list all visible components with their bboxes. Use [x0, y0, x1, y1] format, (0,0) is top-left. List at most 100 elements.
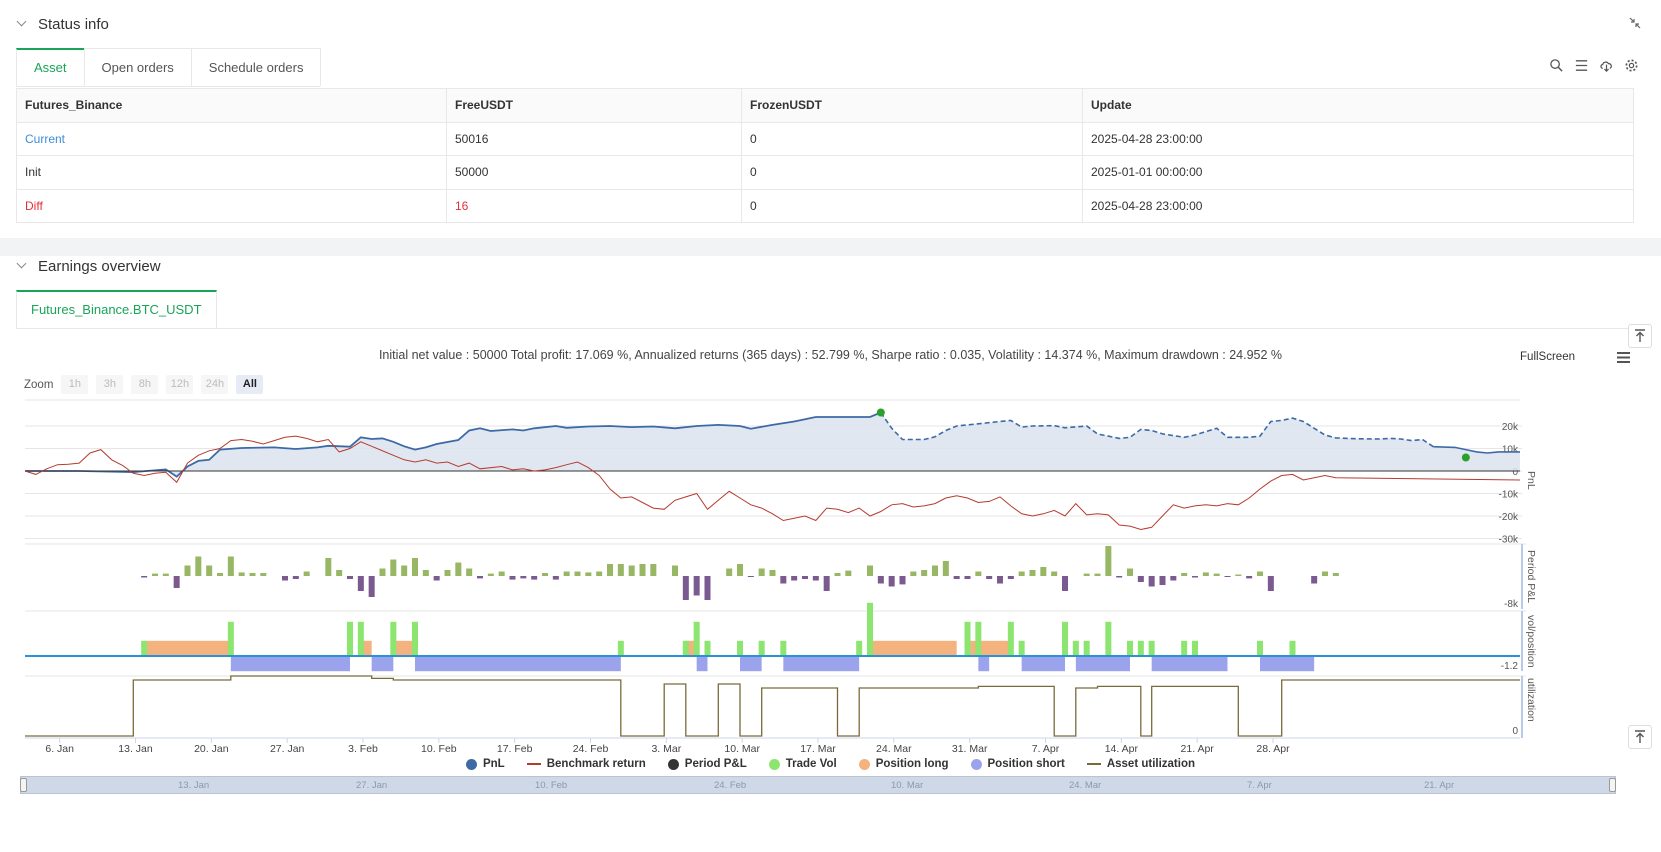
- search-icon[interactable]: [1549, 58, 1564, 73]
- legend-item-asset-utilization[interactable]: Asset utilization: [1086, 758, 1196, 770]
- earnings-chart: 20k 10k 0 -10k -20k -30k PnL -8k Period P&L -1.2 v…: [24, 399, 1537, 755]
- period-pnl-bar: [184, 565, 191, 576]
- collapse-icon[interactable]: [1629, 17, 1641, 29]
- column-header: Futures_Binance: [16, 88, 447, 123]
- gear-icon[interactable]: [1624, 58, 1639, 73]
- x-tick-label: 20. Jan: [194, 743, 229, 755]
- navigator-tick: 24. Feb: [714, 780, 747, 791]
- navigator-left-handle[interactable]: [20, 778, 27, 792]
- tab-schedule-orders[interactable]: Schedule orders: [190, 48, 322, 86]
- zoom-all-button[interactable]: All: [236, 375, 264, 394]
- period-pnl-bar: [303, 571, 310, 576]
- period-pnl-bar: [1127, 568, 1133, 576]
- legend-item-position-short[interactable]: Position short: [970, 758, 1065, 770]
- navigator-tick: 7. Apr: [1247, 780, 1272, 791]
- trade-vol-bar: [1072, 640, 1079, 656]
- position-short-bar: [1151, 656, 1228, 672]
- navigator-right-handle[interactable]: [1609, 778, 1616, 792]
- period-pnl-bar: [379, 568, 386, 576]
- period-pnl-bar: [477, 576, 483, 579]
- asset-table: Futures_Binance FreeUSDT FrozenUSDT Upda…: [16, 88, 1634, 223]
- period-pnl-bar: [639, 564, 646, 576]
- navigator-tick: 21. Apr: [1424, 780, 1455, 791]
- legend-marker: [970, 758, 982, 770]
- period-pnl-bar: [563, 571, 570, 576]
- period-pnl-bar: [877, 576, 884, 584]
- earnings-header[interactable]: Earnings overview: [16, 258, 161, 275]
- pnl-line: [25, 411, 882, 478]
- zoom-8h-button[interactable]: 8h: [131, 375, 159, 394]
- legend-marker: [1086, 763, 1101, 765]
- trade-vol-bar: [1105, 621, 1112, 656]
- legend-item-benchmark[interactable]: Benchmark return: [526, 758, 646, 770]
- position-short-bar: [696, 656, 708, 672]
- zoom-24h-button[interactable]: 24h: [201, 375, 229, 394]
- tab-futures-binance-btc-usdt[interactable]: Futures_Binance.BTC_USDT: [16, 290, 217, 328]
- scroll-top-button-bottom[interactable]: [1628, 725, 1652, 749]
- legend-item-period-pnl[interactable]: Period P&L: [667, 758, 747, 770]
- table-cell: 0: [741, 188, 1083, 223]
- period-pnl-bar: [1051, 571, 1058, 576]
- scroll-top-button[interactable]: [1628, 324, 1652, 348]
- trade-vol-bar: [975, 621, 982, 656]
- period-pnl-bar: [932, 565, 938, 576]
- position-short-bar: [783, 656, 860, 672]
- menu-icon[interactable]: [1616, 351, 1631, 364]
- x-tick-label: 3. Mar: [651, 743, 681, 755]
- period-pnl-bar: [758, 568, 765, 576]
- table-row: Init 50000 0 2025-01-01 00:00:00: [16, 155, 1634, 190]
- legend-item-position-long[interactable]: Position long: [858, 758, 949, 770]
- time-navigator[interactable]: 13. Jan 27. Jan 10. Feb 24. Feb 10. Mar …: [20, 776, 1616, 794]
- period-pnl-bar: [1029, 570, 1036, 576]
- period-pnl-bar: [737, 564, 743, 576]
- legend-item-pnl[interactable]: PnL: [465, 758, 505, 770]
- period-pnl-bar: [238, 572, 245, 576]
- period-pnl-bar: [390, 559, 397, 576]
- list-icon[interactable]: [1574, 58, 1589, 73]
- performance-summary: Initial net value : 50000 Total profit: …: [378, 348, 1283, 362]
- position-short-bar: [230, 656, 350, 672]
- period-pnl-bar: [899, 576, 906, 585]
- x-tick-label: 6. Jan: [45, 743, 74, 755]
- period-pnl-bar: [942, 561, 949, 576]
- fullscreen-button[interactable]: FullScreen: [1520, 351, 1575, 363]
- row-label-current[interactable]: Current: [16, 121, 447, 156]
- earnings-overview-panel: Earnings overview Futures_Binance.BTC_US…: [0, 256, 1661, 852]
- period-pnl-bar: [867, 565, 873, 576]
- trade-vol-bar: [227, 621, 234, 656]
- table-header-row: Futures_Binance FreeUSDT FrozenUSDT Upda…: [16, 88, 1634, 123]
- trade-vol-bar: [867, 602, 873, 656]
- legend-item-trade-vol[interactable]: Trade Vol: [768, 758, 837, 770]
- x-tick-label: 24. Feb: [573, 743, 609, 755]
- chevron-down-icon[interactable]: [16, 17, 28, 29]
- period-pnl-bar: [531, 576, 538, 580]
- cloud-download-icon[interactable]: [1599, 58, 1614, 73]
- period-pnl-bar: [1311, 576, 1318, 584]
- period-pnl-bar: [1062, 576, 1068, 591]
- position-short-bar: [740, 656, 762, 672]
- period-pnl-bar: [1235, 574, 1242, 576]
- period-pnl-bar: [628, 565, 635, 576]
- zoom-1h-button[interactable]: 1h: [61, 375, 89, 394]
- period-pnl-bar: [498, 571, 505, 576]
- trade-vol-bar: [1257, 640, 1263, 656]
- position-short-bar: [371, 656, 394, 672]
- tab-open-orders[interactable]: Open orders: [83, 48, 192, 86]
- x-tick-label: 10. Feb: [421, 743, 457, 755]
- position-short-bar: [978, 656, 990, 672]
- status-info-header[interactable]: Status info: [16, 16, 109, 33]
- zoom-3h-button[interactable]: 3h: [96, 375, 124, 394]
- column-header: FrozenUSDT: [741, 88, 1083, 123]
- flag-marker: [1461, 453, 1470, 462]
- period-pnl-bar: [769, 570, 776, 576]
- chevron-down-icon[interactable]: [16, 259, 28, 271]
- position-long-bar: [144, 640, 231, 656]
- zoom-12h-button[interactable]: 12h: [166, 375, 194, 394]
- period-pnl-bar: [726, 568, 733, 576]
- row-label-diff: Diff: [16, 188, 447, 223]
- tab-asset[interactable]: Asset: [16, 48, 85, 86]
- period-pnl-bar: [1257, 571, 1263, 576]
- period-pnl-bar: [997, 576, 1003, 584]
- legend-label: Asset utilization: [1106, 758, 1196, 770]
- period-pnl-bar: [986, 576, 993, 579]
